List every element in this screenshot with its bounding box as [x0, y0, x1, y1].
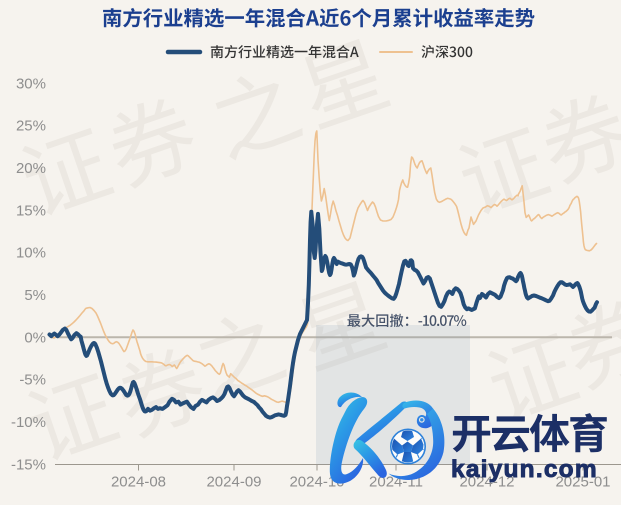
svg-text:0%: 0% — [24, 329, 46, 346]
svg-text:-5%: -5% — [19, 372, 46, 389]
svg-text:2024-08: 2024-08 — [111, 474, 166, 491]
svg-text:25%: 25% — [16, 118, 46, 135]
svg-text:2024-10: 2024-10 — [289, 474, 344, 491]
svg-text:15%: 15% — [16, 202, 46, 219]
svg-text:5%: 5% — [24, 287, 46, 304]
svg-text:-15%: -15% — [11, 456, 46, 473]
svg-text:20%: 20% — [16, 160, 46, 177]
svg-text:30%: 30% — [16, 75, 46, 92]
svg-text:2024-12: 2024-12 — [459, 474, 514, 491]
svg-text:-10%: -10% — [11, 414, 46, 431]
svg-text:10%: 10% — [16, 245, 46, 262]
svg-text:2025-01: 2025-01 — [555, 474, 610, 491]
svg-text:kaiyun.com: kaiyun.com — [451, 456, 598, 483]
svg-text:2024-09: 2024-09 — [206, 474, 261, 491]
